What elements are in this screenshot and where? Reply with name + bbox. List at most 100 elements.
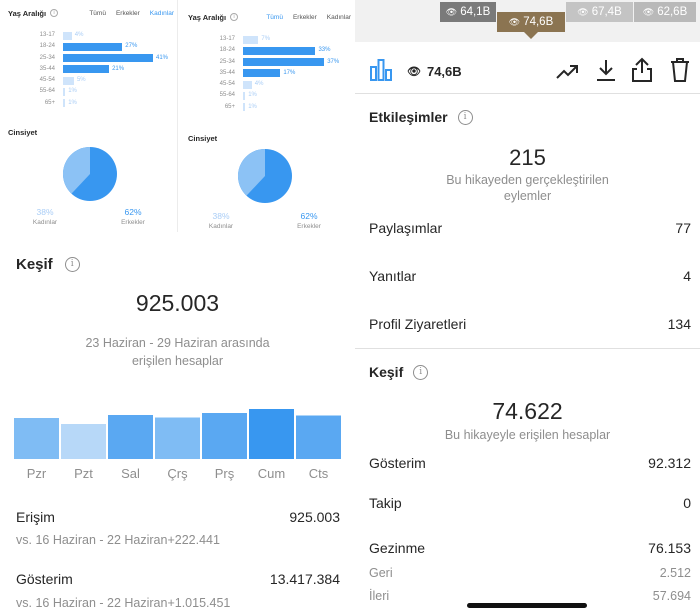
- views-count: 74,6B: [426, 64, 462, 79]
- tab-all[interactable]: Tümü: [89, 9, 106, 17]
- impressions-row: Gösterim 13.417.384: [16, 571, 340, 587]
- navigation-row: Gezinme 76.153: [369, 540, 691, 556]
- replies-value: 4: [683, 268, 691, 284]
- interactions-section-title: Etkileşimler i: [369, 109, 473, 125]
- age-label: 18-24: [39, 43, 55, 50]
- gender-pie-chart: [238, 149, 292, 203]
- age-label: 18-24: [219, 47, 235, 54]
- discovery-title: Keşif: [16, 256, 53, 273]
- range-line-2: erişilen hesaplar: [131, 354, 224, 368]
- day-bar[interactable]: [108, 415, 153, 459]
- age-percent: 21%: [112, 65, 125, 72]
- shares-label: Paylaşımlar: [369, 220, 443, 236]
- eye-icon: 👁: [445, 6, 458, 17]
- story-discovery-title: Keşif: [369, 364, 404, 380]
- age-percent: 5%: [76, 77, 86, 84]
- account-insights-panel: Yaş Aralığı i Tümü Erkekler Kadınlar 13-…: [0, 0, 355, 610]
- age-label: 55-64: [219, 92, 235, 99]
- back-label: Geri: [369, 566, 393, 580]
- eye-icon: 👁: [577, 6, 589, 17]
- interactions-title: Etkileşimler: [369, 109, 448, 125]
- day-bar[interactable]: [14, 418, 59, 459]
- discovery-section-title: Keşif i: [16, 256, 80, 273]
- day-label: Cts: [309, 466, 329, 481]
- range-line-1: 23 Haziran - 29 Haziran arasında: [85, 336, 270, 350]
- interactions-description: Bu hikayeden gerçekleştirilen eylemler: [355, 172, 700, 204]
- tab-men[interactable]: Erkekler: [292, 13, 317, 21]
- info-icon[interactable]: i: [64, 257, 80, 272]
- follows-label: Takip: [369, 495, 402, 511]
- story-thumbnail[interactable]: 👁 64,1B: [440, 2, 496, 22]
- story-thumbnail-selected[interactable]: 👁 74,6B: [497, 12, 565, 32]
- age-row: 13-17 4%: [0, 30, 178, 41]
- male-label: Erkekler: [297, 223, 321, 230]
- tab-women[interactable]: Kadınlar: [149, 9, 174, 17]
- info-icon[interactable]: i: [50, 9, 59, 17]
- story-impressions-label: Gösterim: [369, 455, 426, 471]
- eye-icon: 👁: [642, 6, 655, 17]
- age-percent: 41%: [156, 54, 169, 61]
- interactions-total: 215: [509, 145, 546, 170]
- reach-label: Erişim: [16, 509, 55, 525]
- age-percent: 4%: [254, 81, 264, 88]
- male-percent: 62%: [124, 207, 142, 217]
- reach-total: 925.003: [135, 290, 220, 316]
- female-percent: 38%: [212, 211, 230, 221]
- navigation-value: 76.153: [648, 540, 691, 556]
- selected-caret: [524, 32, 538, 39]
- follows-value: 0: [683, 495, 691, 511]
- trending-icon[interactable]: [555, 62, 579, 80]
- info-icon[interactable]: i: [457, 109, 473, 125]
- tab-all[interactable]: Tümü: [266, 13, 283, 21]
- share-icon[interactable]: [631, 57, 653, 83]
- age-bar: [243, 35, 259, 44]
- tab-men[interactable]: Erkekler: [115, 9, 140, 17]
- gender-pie-chart: [63, 147, 117, 201]
- tab-women[interactable]: Kadınlar: [326, 13, 351, 21]
- download-icon[interactable]: [595, 58, 617, 82]
- age-range-title: Yaş Aralığı: [188, 12, 227, 22]
- day-bar[interactable]: [61, 424, 106, 459]
- day-bar[interactable]: [155, 417, 200, 460]
- age-row: 18-24 27%: [0, 41, 178, 52]
- info-icon[interactable]: i: [413, 364, 429, 380]
- eye-icon: 👁: [407, 66, 421, 78]
- bar-chart-icon[interactable]: [369, 58, 393, 82]
- eye-icon: 👁: [508, 16, 521, 27]
- age-row: 65+ 1%: [0, 98, 178, 109]
- age-bar: [63, 42, 123, 51]
- age-row: 25-34 37%: [180, 57, 355, 68]
- forward-row: İleri 57.694: [369, 589, 691, 603]
- story-views: 62,6B: [657, 6, 688, 18]
- info-icon[interactable]: i: [230, 13, 239, 21]
- day-bar[interactable]: [202, 413, 247, 459]
- age-range-header: Yaş Aralığı i Tümü Erkekler Kadınlar: [188, 10, 351, 24]
- day-label: Prş: [215, 466, 235, 481]
- day-bar[interactable]: [249, 409, 294, 459]
- profile-visits-value: 134: [667, 316, 691, 332]
- back-value: 2.512: [659, 566, 691, 580]
- column-divider: [177, 0, 178, 232]
- reach-description: 23 Haziran - 29 Haziran arasında erişile…: [0, 334, 355, 370]
- story-reach-description: Bu hikayeyle erişilen hesaplar: [444, 428, 611, 442]
- age-row: 45-54 5%: [0, 75, 178, 86]
- story-views: 74,6B: [523, 16, 554, 28]
- age-percent: 37%: [327, 58, 340, 65]
- day-bar[interactable]: [296, 415, 341, 460]
- trash-icon[interactable]: [669, 57, 691, 83]
- female-slice: [238, 149, 265, 196]
- day-label: Sal: [121, 466, 140, 481]
- age-percent: 1%: [248, 103, 257, 110]
- age-bar: [63, 54, 153, 63]
- age-percent: 27%: [125, 43, 138, 50]
- female-label: Kadınlar: [32, 219, 58, 226]
- age-label: 65+: [44, 99, 55, 106]
- story-views: 64,1B: [460, 6, 491, 18]
- age-label: 35-44: [39, 65, 55, 72]
- interactions-desc-line-1: Bu hikayeden gerçekleştirilen: [446, 173, 609, 187]
- age-bar: [243, 103, 246, 112]
- age-bar: [243, 91, 246, 100]
- age-bar: [63, 76, 74, 85]
- story-thumbnail[interactable]: 👁 62,6B: [634, 2, 696, 22]
- story-thumbnail[interactable]: 👁 67,4B: [566, 2, 633, 22]
